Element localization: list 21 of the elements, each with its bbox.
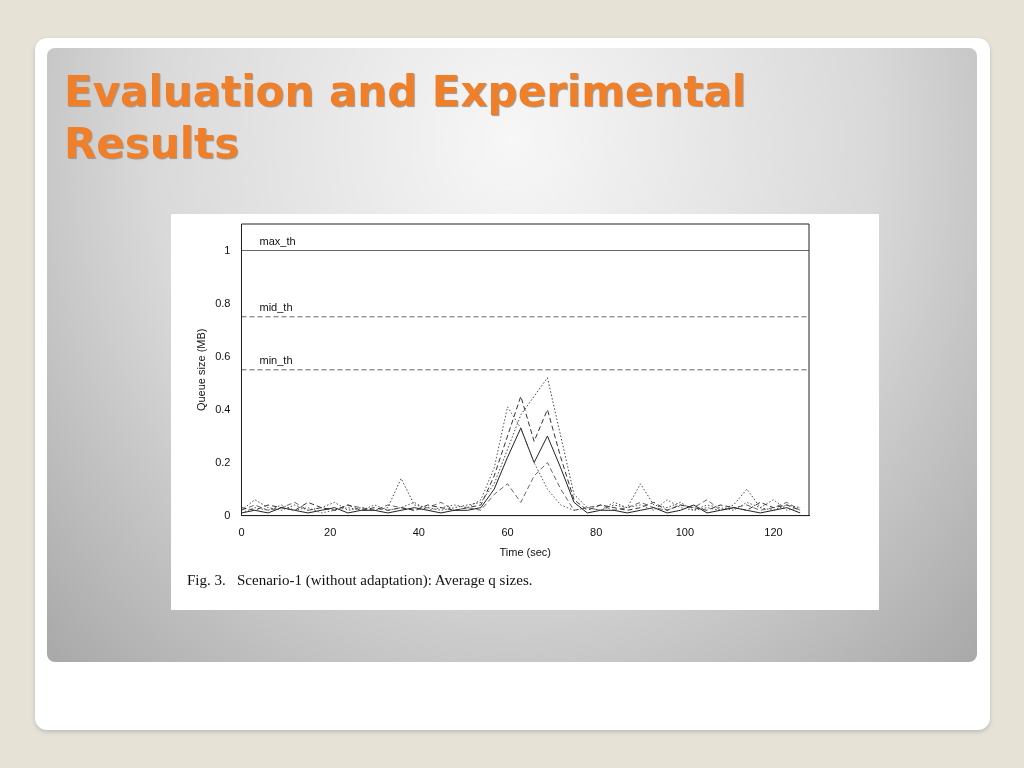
ref-line-label: max_th [259,235,296,248]
y-tick-label: 0.6 [215,349,231,362]
caption: Fig. 3. Scenario-1 (without adaptation): Average q sizes. [187,572,534,589]
x-axis-title: Time (sec) [499,546,552,559]
y-tick-label: 0.2 [215,455,231,468]
y-tick-label: 0.4 [215,402,231,415]
x-tick-label: 60 [501,526,514,539]
x-tick-label: 100 [675,526,695,539]
x-tick-label: 0 [238,526,245,539]
ref-line-label: mid_th [259,301,293,314]
y-tick-label: 0.8 [215,296,231,309]
x-tick-label: 20 [324,526,337,539]
chart-title: Evaluation and Experimental Results [64,66,748,170]
x-tick-label: 120 [764,526,783,539]
x-tick-label: 80 [590,526,603,539]
line-series [241,462,801,511]
ref-line-label: min_th [259,354,293,367]
y-tick-label: 1 [224,243,231,256]
y-axis-title: Queue size (MB) [194,328,207,412]
y-tick-label: 0 [224,508,231,521]
x-tick-label: 40 [412,526,425,539]
